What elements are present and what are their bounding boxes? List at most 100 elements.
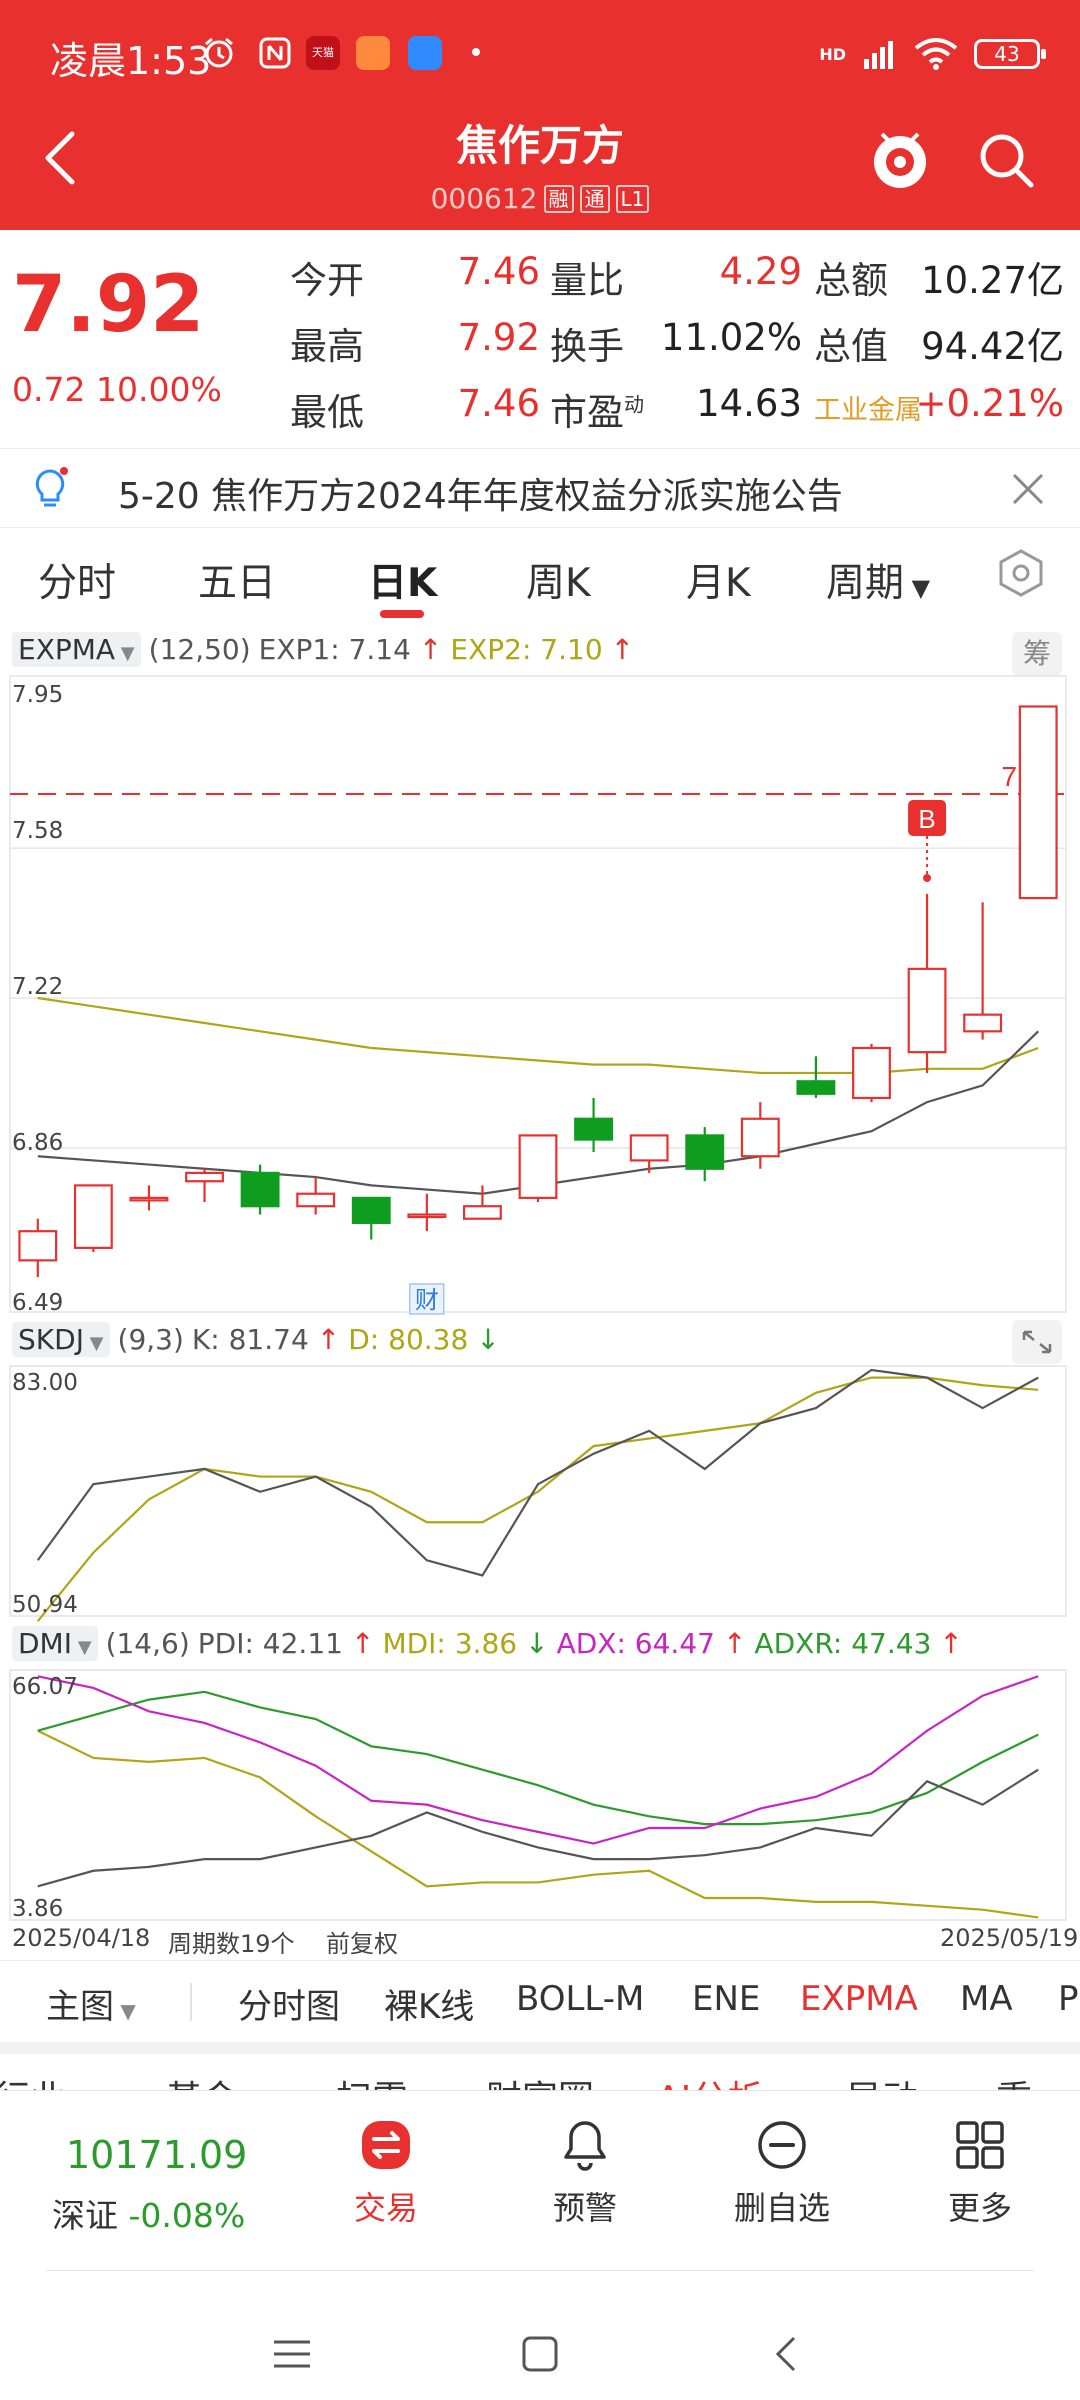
index-value[interactable]: 10171.09 [66, 2133, 248, 2177]
dmi-legend: DMI ▼ (14,6) PDI: 42.11 ↑ MDI: 3.86 ↓ ADX:… [12, 1626, 963, 1661]
candle-up [518, 1134, 558, 1199]
bottom-action-bar: 10171.09 深证 -0.08% 交易 预警 删自选 更多 [0, 2090, 1080, 2270]
open-label: 今开 [290, 259, 364, 302]
skdj-name: SKDJ [18, 1323, 84, 1356]
index-name: 深证 [52, 2196, 118, 2235]
tab-intraday[interactable]: 分时 [38, 561, 117, 606]
status-right: HD 43 [819, 34, 1046, 74]
dmi-selector[interactable]: DMI ▼ [12, 1626, 98, 1661]
skdj-k-value: K: 81.74 [191, 1323, 309, 1356]
subtab[interactable]: 财富圈 [486, 2070, 594, 2090]
tab-five-day[interactable]: 五日 [198, 561, 277, 606]
high-value: 7.92 [457, 316, 540, 359]
divider [46, 2270, 1034, 2271]
caret-down-icon: ▼ [904, 574, 931, 602]
tab-daily-k[interactable]: 日K [368, 561, 438, 606]
tmall-app-icon: 天猫 [306, 36, 340, 70]
candle-down [796, 1080, 836, 1095]
kline-chart[interactable]: 7.71B财 [0, 620, 1080, 1960]
quote-panel: 7.92 0.72 10.00% 今开 最高 最低 7.46 7.92 7.46… [0, 230, 1080, 440]
indicator-option[interactable]: BOLL-M [516, 1979, 645, 2019]
candle-up [296, 1192, 336, 1208]
industry-change: +0.21% [915, 382, 1064, 425]
back-icon[interactable] [766, 2332, 810, 2376]
open-value: 7.46 [457, 250, 540, 293]
battery-indicator: 43 [974, 39, 1046, 69]
candle-up [129, 1196, 169, 1202]
divider [190, 1983, 192, 2021]
down-arrow-icon: ↓ [476, 1323, 500, 1356]
assistant-mascot-icon[interactable] [870, 128, 930, 192]
exp1-value: EXP1: 7.14 [258, 633, 411, 666]
mdi-line [37, 1729, 1039, 1919]
candle-up [629, 1134, 669, 1162]
candle-up [462, 1205, 502, 1220]
expand-icon[interactable] [1012, 1320, 1062, 1364]
remove-watchlist-button[interactable]: 删自选 [702, 2115, 862, 2229]
adjustment-mode[interactable]: 前复权 [326, 1930, 398, 1958]
subtab[interactable]: 基金 [166, 2070, 238, 2090]
chip-distribution-button[interactable]: 筹 [1012, 632, 1062, 676]
tab-period-dropdown[interactable]: 周期 ▼ [826, 552, 930, 608]
app-header: 凌晨1:53 天猫 HD 43 焦作万方 000612 融 通 L1 [0, 0, 1080, 230]
wifi-icon [914, 38, 958, 70]
skdj-d-line [36, 1376, 1039, 1622]
up-arrow-icon: ↑ [722, 1627, 747, 1660]
skdj-d-value: D: 80.38 [348, 1323, 469, 1356]
candle-up [907, 967, 947, 1054]
tab-monthly-k[interactable]: 月K [686, 561, 751, 606]
pdi-value: PDI: 42.11 [197, 1627, 343, 1660]
index-name-row[interactable]: 深证 -0.08% [52, 2189, 245, 2237]
hexagon-settings-icon[interactable] [996, 548, 1046, 598]
trade-icon [362, 2121, 410, 2169]
main-chart-selector[interactable]: 主图 ▼ [46, 1979, 136, 2028]
trade-button[interactable]: 交易 [306, 2115, 466, 2229]
indicator-option[interactable]: 裸K线 [384, 1987, 475, 2027]
alert-button[interactable]: 预警 [505, 2115, 665, 2229]
lightbulb-icon [35, 467, 68, 507]
expma-selector[interactable]: EXPMA ▼ [12, 632, 141, 667]
skdj-selector[interactable]: SKDJ ▼ [12, 1322, 110, 1357]
exp2-value: EXP2: 7.10 [450, 633, 603, 666]
search-icon[interactable] [976, 130, 1036, 190]
indicator-option[interactable]: 分时图 [238, 1987, 340, 2027]
pdi-line [37, 1768, 1039, 1888]
caret-down-icon: ▼ [83, 1333, 104, 1354]
indicator-option[interactable]: P [1058, 1979, 1079, 2019]
candle-up [73, 1184, 113, 1249]
turnover-label: 换手 [550, 325, 624, 368]
more-button[interactable]: 更多 [900, 2115, 1060, 2229]
amount-value: 10.27亿 [921, 259, 1064, 302]
subtab-ai-analysis[interactable]: AI分析 [656, 2070, 763, 2090]
indicator-option[interactable]: ENE [692, 1979, 761, 2019]
candle-down [685, 1134, 725, 1170]
indicator-option-selected[interactable]: EXPMA [800, 1979, 918, 2019]
change-amount: 0.72 [12, 370, 86, 409]
menu-icon[interactable] [270, 2332, 314, 2376]
alarm-icon [205, 37, 233, 68]
indicator-option[interactable]: MA [960, 1979, 1013, 2019]
level1-tag: L1 [615, 184, 650, 213]
minus-circle-icon [758, 2121, 806, 2169]
close-icon[interactable] [1008, 469, 1048, 509]
industry-label[interactable]: 工业金属 [814, 395, 922, 426]
change-percent: 10.00% [95, 370, 222, 409]
current-price: 7.92 [12, 260, 205, 350]
subtab[interactable]: 异动 [846, 2070, 918, 2090]
mdi-value: MDI: 3.86 [382, 1627, 518, 1660]
subtab[interactable]: 行业 [0, 2070, 66, 2090]
home-icon[interactable] [518, 2332, 562, 2376]
volume-ratio-value: 4.29 [719, 250, 802, 293]
subtab[interactable]: 重 [996, 2070, 1032, 2090]
up-arrow-icon: ↑ [350, 1627, 375, 1660]
candle-up [740, 1117, 780, 1158]
active-tab-indicator [380, 610, 424, 618]
subtab[interactable]: 扫雷 [336, 2070, 408, 2090]
tab-weekly-k[interactable]: 周K [526, 561, 591, 606]
up-arrow-icon: ↑ [939, 1627, 963, 1660]
up-arrow-icon: ↑ [610, 633, 635, 666]
back-arrow-icon[interactable] [40, 128, 80, 188]
announcement-banner[interactable]: 5-20 焦作万方2024年年度权益分派实施公告 [0, 448, 1080, 528]
candle-down [240, 1171, 280, 1208]
amount-label: 总额 [814, 259, 888, 302]
